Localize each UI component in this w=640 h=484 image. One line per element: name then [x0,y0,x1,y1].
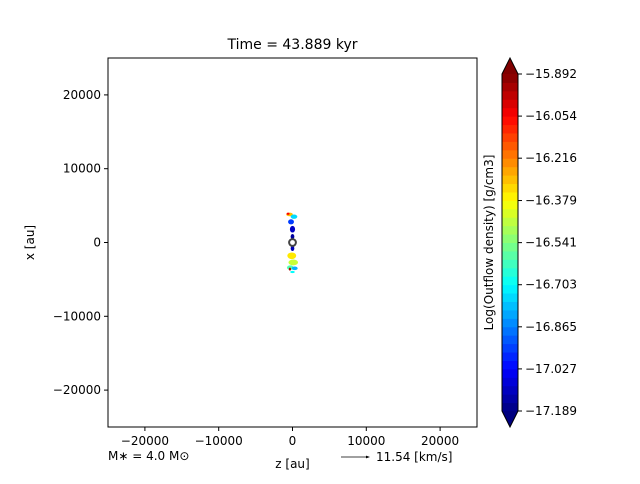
density-blob [289,225,296,233]
x-tick-label: −10000 [195,434,243,448]
colorbar-segment [502,318,518,328]
colorbar-segment [502,208,518,218]
x-axis-label: z [au] [275,457,309,471]
colorbar-segment [502,234,518,243]
density-blob [287,252,297,260]
colorbar-segment [502,250,518,260]
y-tick-label: 0 [93,236,101,250]
colorbar-segment [502,107,518,117]
colorbar-segment [502,377,518,387]
colorbar-tick-label: −16.379 [525,194,577,208]
density-blob [290,270,295,274]
colorbar-segment [502,158,518,168]
y-tick-label: −10000 [53,309,101,323]
x-tick-label: 10000 [347,434,385,448]
colorbar-segment [502,82,518,92]
colorbar-segment [502,259,518,269]
colorbar-segment [502,191,518,201]
density-blob [288,259,299,266]
colorbar-segment [502,225,518,235]
density-blob [288,267,292,271]
velocity-arrow-head [366,455,370,459]
colorbar-extend-top [502,58,518,74]
colorbar-segment [502,90,518,100]
y-tick-label: 10000 [63,162,101,176]
density-blob [288,219,294,225]
colorbar-segment [502,267,518,277]
colorbar-segment [502,99,518,109]
colorbar-segment [502,326,518,336]
colorbar-segment [502,141,518,151]
density-field [286,212,299,274]
x-axis-ticks: −20000 −10000 0 10000 20000 [121,427,459,448]
colorbar-label: Log(Outflow density) [g/cm3] [482,155,496,331]
colorbar-tick-label: −16.865 [525,320,577,334]
colorbar-extend-bottom [502,411,518,427]
y-axis-ticks: −20000 −10000 0 10000 20000 [53,88,108,397]
colorbar-tick-label: −16.216 [525,151,577,165]
colorbar-segment [502,360,518,370]
density-blob [286,212,290,215]
colorbar-segment [502,116,518,126]
colorbar-segment [502,343,518,353]
x-tick-label: 20000 [421,434,459,448]
velocity-reference-label: 11.54 [km/s] [376,450,452,464]
y-axis-label: x [au] [23,225,37,260]
y-tick-label: 20000 [63,88,101,102]
colorbar: −15.892 −16.054 −16.216 −16.379 −16.541 −16.7… [501,56,577,429]
colorbar-segment [502,284,518,294]
colorbar-tick-label: −17.027 [525,362,577,376]
density-blob [290,214,298,219]
colorbar-segment [502,309,518,319]
colorbar-tick-label: −16.703 [525,278,577,292]
colorbar-segment [502,166,518,176]
density-blob [291,266,298,271]
colorbar-tick-label: −17.189 [525,404,577,418]
colorbar-segment [502,385,518,395]
x-tick-label: −20000 [121,434,169,448]
colorbar-segment [502,149,518,159]
colorbar-tick-label: −15.892 [525,67,577,81]
colorbar-segment [502,293,518,302]
colorbar-segment [502,74,518,83]
colorbar-segment [502,132,518,142]
density-blob [290,245,295,251]
stellar-mass-label: M∗ = 4.0 M⊙ [108,449,189,463]
colorbar-segment [502,394,518,404]
density-blob [290,234,295,240]
colorbar-segment [502,124,518,134]
colorbar-segment [502,200,518,210]
colorbar-segment [502,276,518,286]
colorbar-segment [502,242,518,252]
colorbar-segment [502,368,518,378]
colorbar-segment [502,175,518,185]
colorbar-tick-label: −16.054 [525,109,577,123]
x-tick-label: 0 [289,434,297,448]
chart-title: Time = 43.889 kyr [227,37,358,53]
y-tick-label: −20000 [53,383,101,397]
colorbar-segment [502,183,518,193]
colorbar-segment [502,301,518,311]
colorbar-segment [502,217,518,227]
star-marker [288,238,297,247]
colorbar-segment [502,335,518,345]
colorbar-tick-label: −16.541 [525,236,577,250]
colorbar-segment [502,402,518,412]
colorbar-segment [502,352,518,361]
